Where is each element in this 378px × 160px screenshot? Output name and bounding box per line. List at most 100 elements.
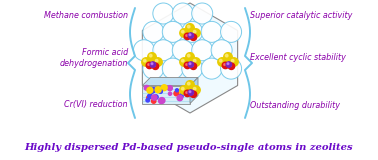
Circle shape — [172, 3, 193, 24]
Circle shape — [230, 64, 231, 66]
Circle shape — [194, 88, 196, 90]
Text: Cr(VI) reduction: Cr(VI) reduction — [64, 100, 128, 109]
Circle shape — [161, 85, 167, 91]
Circle shape — [224, 64, 225, 65]
Circle shape — [188, 90, 194, 95]
Circle shape — [192, 40, 213, 61]
Circle shape — [192, 58, 200, 66]
Circle shape — [218, 58, 226, 66]
Circle shape — [201, 21, 222, 42]
Circle shape — [181, 30, 184, 33]
Circle shape — [220, 60, 222, 62]
Circle shape — [143, 21, 164, 42]
Circle shape — [152, 99, 156, 103]
Circle shape — [192, 29, 200, 37]
Circle shape — [184, 90, 191, 97]
Circle shape — [181, 60, 184, 62]
Circle shape — [230, 58, 238, 66]
Circle shape — [154, 64, 155, 66]
Circle shape — [221, 21, 242, 42]
Circle shape — [184, 62, 191, 69]
Circle shape — [152, 63, 159, 69]
Text: Excellent cyclic stability: Excellent cyclic stability — [250, 53, 346, 63]
Circle shape — [186, 81, 194, 89]
Circle shape — [222, 62, 229, 69]
Circle shape — [162, 21, 183, 42]
Circle shape — [144, 85, 149, 90]
Circle shape — [151, 88, 156, 92]
Circle shape — [186, 53, 194, 61]
Circle shape — [186, 92, 187, 93]
Circle shape — [154, 58, 162, 66]
Circle shape — [142, 58, 150, 66]
Circle shape — [167, 86, 172, 91]
Circle shape — [182, 58, 203, 79]
Circle shape — [192, 3, 213, 24]
Text: Superior catalytic activity: Superior catalytic activity — [250, 11, 352, 20]
Circle shape — [187, 25, 190, 28]
Circle shape — [153, 3, 174, 24]
Circle shape — [146, 62, 153, 69]
Circle shape — [225, 54, 228, 57]
Circle shape — [159, 89, 163, 93]
Circle shape — [226, 62, 232, 67]
Text: Methane combustion: Methane combustion — [44, 11, 128, 20]
Polygon shape — [143, 3, 238, 113]
Circle shape — [154, 95, 158, 99]
Circle shape — [155, 60, 158, 62]
Circle shape — [186, 35, 187, 36]
Circle shape — [228, 63, 235, 69]
Circle shape — [147, 87, 153, 93]
Circle shape — [144, 60, 146, 62]
Circle shape — [152, 95, 157, 100]
Circle shape — [149, 54, 152, 57]
Text: Formic acid
dehydrogenation: Formic acid dehydrogenation — [59, 48, 128, 68]
Circle shape — [184, 33, 191, 40]
Circle shape — [224, 53, 232, 61]
Circle shape — [148, 53, 156, 61]
Circle shape — [189, 34, 191, 36]
Circle shape — [182, 21, 203, 42]
Polygon shape — [143, 77, 198, 85]
Circle shape — [150, 90, 154, 93]
Polygon shape — [143, 85, 190, 104]
Circle shape — [153, 40, 174, 61]
Text: Outstanding durability: Outstanding durability — [250, 100, 340, 109]
Circle shape — [159, 98, 165, 103]
Circle shape — [181, 88, 184, 90]
Circle shape — [180, 58, 188, 66]
Circle shape — [180, 86, 188, 94]
Circle shape — [187, 54, 190, 57]
Circle shape — [146, 98, 150, 102]
Circle shape — [150, 62, 156, 67]
Circle shape — [192, 36, 194, 37]
Circle shape — [180, 29, 188, 37]
Circle shape — [172, 40, 193, 61]
Polygon shape — [190, 77, 198, 104]
Circle shape — [221, 58, 242, 79]
Circle shape — [174, 91, 179, 96]
Circle shape — [162, 58, 183, 79]
Circle shape — [231, 60, 234, 62]
Circle shape — [175, 89, 178, 92]
Circle shape — [187, 82, 190, 85]
Circle shape — [148, 94, 152, 98]
Circle shape — [155, 87, 161, 93]
Circle shape — [188, 33, 194, 38]
Circle shape — [186, 24, 194, 32]
Circle shape — [190, 91, 197, 97]
Circle shape — [192, 92, 194, 94]
Circle shape — [188, 62, 194, 67]
Circle shape — [143, 58, 164, 79]
Circle shape — [190, 63, 197, 69]
Circle shape — [147, 96, 150, 99]
Circle shape — [194, 30, 196, 33]
Circle shape — [192, 64, 194, 66]
Circle shape — [189, 91, 191, 92]
Circle shape — [177, 95, 183, 101]
Circle shape — [201, 58, 222, 79]
Text: Highly dispersed Pd-based pseudo-single atoms in zeolites: Highly dispersed Pd-based pseudo-single … — [25, 144, 353, 152]
Circle shape — [211, 40, 232, 61]
Circle shape — [177, 90, 180, 94]
Circle shape — [158, 98, 164, 104]
